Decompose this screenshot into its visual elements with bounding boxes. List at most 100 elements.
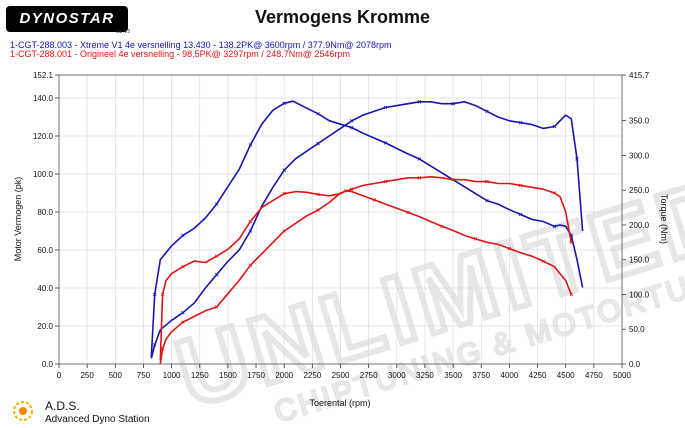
series-point <box>440 224 444 229</box>
y-tick-label-right: 100.0 <box>629 290 650 299</box>
x-tick-label: 3250 <box>416 371 434 380</box>
x-tick-label: 5000 <box>613 371 631 380</box>
y-tick-label-right: 0.0 <box>629 360 641 369</box>
y-tick-label-left: 60.0 <box>37 246 53 255</box>
series-point <box>451 101 455 106</box>
series-point <box>160 292 165 297</box>
series-point <box>485 179 489 184</box>
series-point <box>282 101 286 106</box>
chart-axes <box>55 74 626 368</box>
y-axis-label-right: Torque (Nm) <box>659 194 669 244</box>
series-point <box>248 263 253 267</box>
series-point <box>552 224 557 229</box>
series-point <box>406 210 410 215</box>
series-point <box>569 292 574 297</box>
series-point <box>473 237 478 241</box>
series-line-xtreme-power <box>150 101 584 359</box>
series-point <box>518 212 523 217</box>
series-point <box>214 272 219 277</box>
series-point <box>316 141 320 146</box>
series-point <box>518 120 523 125</box>
series-point <box>282 191 286 196</box>
y-tick-label-right: 150.0 <box>629 256 650 265</box>
ads-brand: A.D.S. <box>45 399 80 413</box>
series-point <box>181 264 185 269</box>
series-point <box>316 208 320 212</box>
x-tick-label: 2000 <box>275 371 293 380</box>
series-point <box>316 111 320 116</box>
series-point <box>349 187 354 191</box>
series-point <box>541 259 545 263</box>
series-line-xtreme-torque <box>150 100 584 358</box>
series-point <box>152 343 157 347</box>
series-point <box>552 191 557 195</box>
series-point <box>383 141 388 145</box>
y-tick-label-right: 200.0 <box>629 221 650 230</box>
x-tick-label: 2500 <box>332 371 350 380</box>
series-point <box>569 240 574 245</box>
y-tick-label-right: 350.0 <box>629 117 650 126</box>
series-point <box>181 320 185 324</box>
x-tick-label: 4500 <box>557 371 575 380</box>
x-tick-label: 250 <box>80 371 94 380</box>
series-point <box>485 198 489 203</box>
x-tick-label: 1500 <box>219 371 237 380</box>
series-point <box>575 157 579 161</box>
chart-ticks: 0 250 500 750 1000 1250 1500 1750 2000 2250 2500 27… <box>33 71 650 380</box>
x-tick-label: 1250 <box>191 371 209 380</box>
series-point <box>552 124 557 129</box>
y-tick-label-left: 100.0 <box>33 170 54 179</box>
y-tick-label-left: 40.0 <box>37 284 53 293</box>
series-point <box>282 168 286 172</box>
series-point <box>181 233 185 238</box>
chart-series <box>150 100 584 365</box>
x-tick-label: 3500 <box>444 371 462 380</box>
series-point <box>248 219 253 224</box>
series-point <box>152 292 157 297</box>
y-tick-label-left: 120.0 <box>33 132 54 141</box>
plot-frame <box>58 74 623 365</box>
series-point <box>451 177 455 182</box>
x-axis-label: Toerental (rpm) <box>309 398 370 408</box>
series-point <box>248 143 253 147</box>
series-point <box>181 310 185 315</box>
series-point <box>214 305 219 309</box>
y-tick-label-right: 250.0 <box>629 186 650 195</box>
x-tick-label: 1750 <box>247 371 265 380</box>
y-axis-label-left: Motor Vermogen (pk) <box>13 177 23 262</box>
y-tick-label-left: 80.0 <box>37 208 53 217</box>
run-label-xtreme: 1-CGT-288.003 - Xtreme V1 4e versnelling… <box>10 40 392 50</box>
series-point <box>316 192 320 197</box>
series-point <box>248 229 253 233</box>
x-tick-label: 500 <box>109 371 123 380</box>
dynostar-logo: DYNOSTAR <box>6 6 128 32</box>
x-tick-label: 2250 <box>303 371 321 380</box>
series-point <box>372 198 377 202</box>
series-point <box>282 229 286 233</box>
series-point <box>214 254 219 259</box>
series-point <box>507 246 512 251</box>
y-tick-label-left: 20.0 <box>37 322 53 331</box>
x-tick-label: 1000 <box>163 371 181 380</box>
y-tick-label-right: 415.7 <box>629 71 650 80</box>
x-tick-label: 3000 <box>388 371 406 380</box>
ads-logo-icon <box>13 401 33 421</box>
y-tick-label-right: 50.0 <box>629 325 645 334</box>
series-point <box>417 176 422 180</box>
x-tick-label: 4250 <box>529 371 547 380</box>
series-point <box>349 125 354 130</box>
series-point <box>349 119 354 123</box>
series-point <box>383 179 388 184</box>
series-point <box>160 347 165 351</box>
chart-grid <box>58 74 623 365</box>
x-tick-label: 4000 <box>501 371 519 380</box>
y-tick-label-left: 0.0 <box>42 360 54 369</box>
y-tick-label-right: 300.0 <box>629 151 650 160</box>
series-line-origineel-torque <box>159 190 573 361</box>
series-line-origineel-power <box>159 176 573 365</box>
series-point <box>485 109 489 114</box>
x-tick-label: 750 <box>137 371 151 380</box>
ads-subtitle: Advanced Dyno Station <box>45 414 150 425</box>
